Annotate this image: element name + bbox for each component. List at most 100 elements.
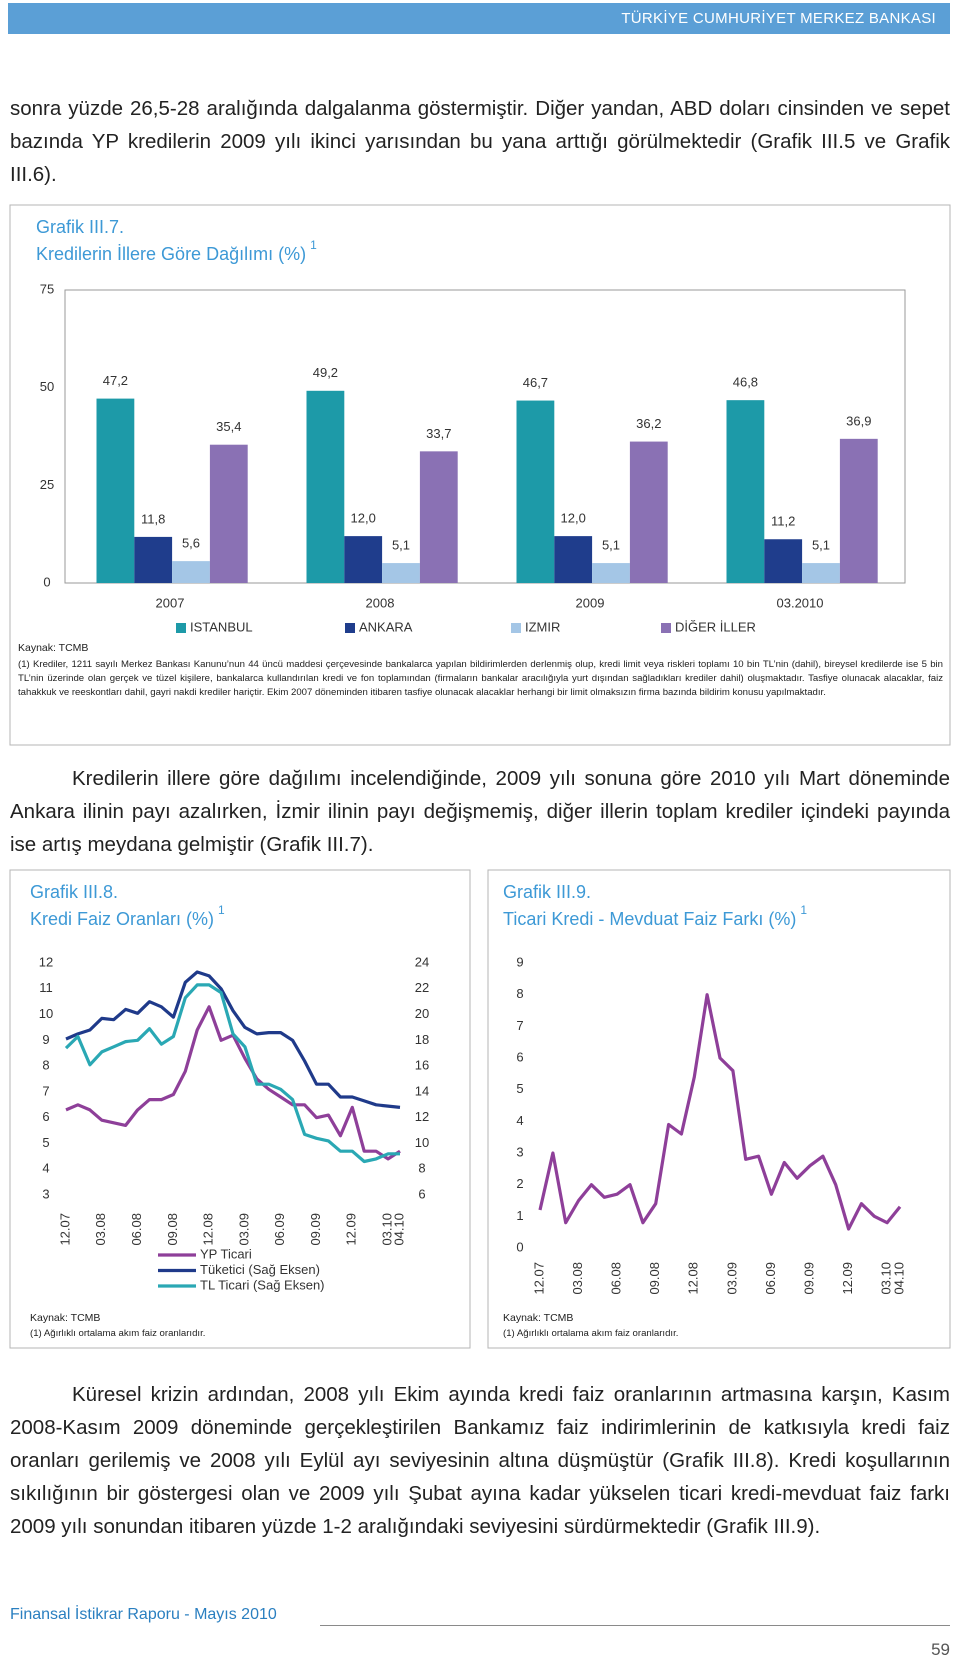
chart-frame (9, 869, 471, 1349)
y2-tick-label: 24 (415, 954, 429, 969)
y2-tick-label: 20 (415, 1006, 429, 1021)
y-tick-label: 25 (40, 477, 54, 492)
legend-label: DİĞER İLLER (675, 619, 756, 634)
value-label: 12,0 (561, 511, 586, 526)
value-label: 46,8 (733, 375, 758, 390)
value-label: 5,1 (812, 538, 830, 553)
x-tick-label: 06.09 (763, 1262, 778, 1295)
y-tick-label: 2 (516, 1176, 523, 1191)
chart-note: (1) Ağırlıklı ortalama akım faiz oranlar… (503, 1328, 679, 1339)
legend-label: YP Ticari (200, 1246, 252, 1261)
chart-title: Grafik III.7. (36, 217, 124, 237)
bar (382, 563, 420, 583)
x-tick-label: 09.09 (308, 1213, 323, 1246)
legend-label: ISTANBUL (190, 619, 253, 634)
value-label: 11,8 (141, 511, 165, 526)
x-tick-label: 12.08 (201, 1213, 216, 1246)
x-tick-label: 06.08 (609, 1262, 624, 1295)
bar (726, 400, 765, 583)
y-tick-label: 5 (516, 1081, 523, 1096)
y-tick-label: 6 (42, 1109, 49, 1124)
value-label: 11,2 (771, 514, 795, 529)
bar (306, 390, 345, 583)
bar (629, 441, 668, 583)
y-tick-label: 4 (516, 1113, 523, 1128)
x-tick-label: 03.08 (570, 1262, 585, 1295)
y2-tick-label: 6 (418, 1186, 425, 1201)
x-tick-label: 03.09 (724, 1262, 739, 1295)
chart-title: Grafik III.9. (503, 882, 591, 902)
bar (172, 561, 210, 583)
value-label: 47,2 (103, 373, 128, 388)
y-tick-label: 75 (40, 281, 54, 296)
bar (839, 438, 878, 583)
footnote-mark: 1 (310, 238, 317, 252)
x-tick-label: 09.08 (647, 1262, 662, 1295)
bar (209, 444, 248, 583)
y-tick-label: 9 (42, 1032, 49, 1047)
value-label: 33,7 (426, 426, 451, 441)
value-label: 49,2 (313, 365, 338, 380)
x-tick-label: 04.10 (391, 1213, 406, 1246)
y-tick-label: 3 (516, 1144, 523, 1159)
value-label: 36,2 (636, 416, 661, 431)
plot-frame (64, 289, 906, 584)
legend-label: IZMIR (525, 619, 560, 634)
chart-source: Kaynak: TCMB (18, 642, 89, 654)
value-label: 5,1 (392, 538, 410, 553)
y-tick-label: 6 (516, 1049, 523, 1064)
bar (344, 536, 383, 583)
bar (764, 539, 803, 583)
chart-frame (9, 204, 951, 746)
value-label: 36,9 (846, 413, 871, 428)
chart-note: (1) Krediler, 1211 sayılı Merkez Bankası… (18, 659, 943, 698)
x-tick-label: 2009 (576, 595, 605, 610)
chart-subtitle: Ticari Kredi - Mevduat Faiz Farkı (%) (503, 909, 796, 929)
legend-label: Tüketici (Sağ Eksen) (200, 1262, 320, 1277)
footnote-mark: 1 (218, 903, 225, 917)
value-label: 12,0 (351, 511, 376, 526)
footer-rule (320, 1625, 950, 1626)
y-tick-label: 3 (42, 1186, 49, 1201)
legend-label: TL Ticari (Sağ Eksen) (200, 1277, 325, 1292)
paragraph: Kredilerin illere göre dağılımı incelend… (10, 767, 950, 856)
y-tick-label: 8 (516, 986, 523, 1001)
y2-tick-label: 18 (415, 1032, 429, 1047)
x-tick-label: 04.10 (891, 1262, 906, 1295)
y-tick-label: 7 (516, 1018, 523, 1033)
line-series (64, 983, 400, 1164)
bar (802, 563, 840, 583)
page-number: 59 (931, 1640, 950, 1659)
y2-tick-label: 10 (415, 1135, 429, 1150)
legend-swatch (511, 623, 521, 633)
x-tick-label: 12.09 (344, 1213, 359, 1246)
y-tick-label: 50 (40, 379, 54, 394)
bar (419, 451, 458, 583)
bar (592, 563, 630, 583)
y2-tick-label: 14 (415, 1083, 429, 1098)
y-tick-label: 0 (43, 574, 50, 589)
chart-note: (1) Ağırlıklı ortalama akım faiz oranlar… (30, 1328, 206, 1339)
y-tick-label: 11 (39, 980, 53, 995)
x-tick-label: 03.09 (236, 1213, 251, 1246)
x-tick-label: 09.09 (801, 1262, 816, 1295)
header: TÜRKİYE CUMHURİYET MERKEZ BANKASI (8, 3, 950, 34)
x-tick-label: 03.10 (879, 1262, 894, 1295)
chart-subtitle: Kredi Faiz Oranları (%) (30, 909, 214, 929)
x-tick-label: 12.07 (531, 1262, 546, 1295)
y2-tick-label: 16 (415, 1058, 429, 1073)
x-tick-label: 09.08 (165, 1213, 180, 1246)
legend-swatch (661, 623, 671, 633)
value-label: 35,4 (216, 419, 241, 434)
y-tick-label: 1 (516, 1208, 523, 1223)
bar (516, 400, 555, 583)
y2-tick-label: 12 (415, 1109, 429, 1124)
x-tick-label: 06.09 (272, 1213, 287, 1246)
y-tick-label: 8 (42, 1058, 49, 1073)
x-tick-label: 2007 (156, 595, 185, 610)
bar (134, 536, 173, 583)
bar (554, 536, 593, 583)
chart-frame (487, 869, 951, 1349)
value-label: 46,7 (523, 375, 548, 390)
